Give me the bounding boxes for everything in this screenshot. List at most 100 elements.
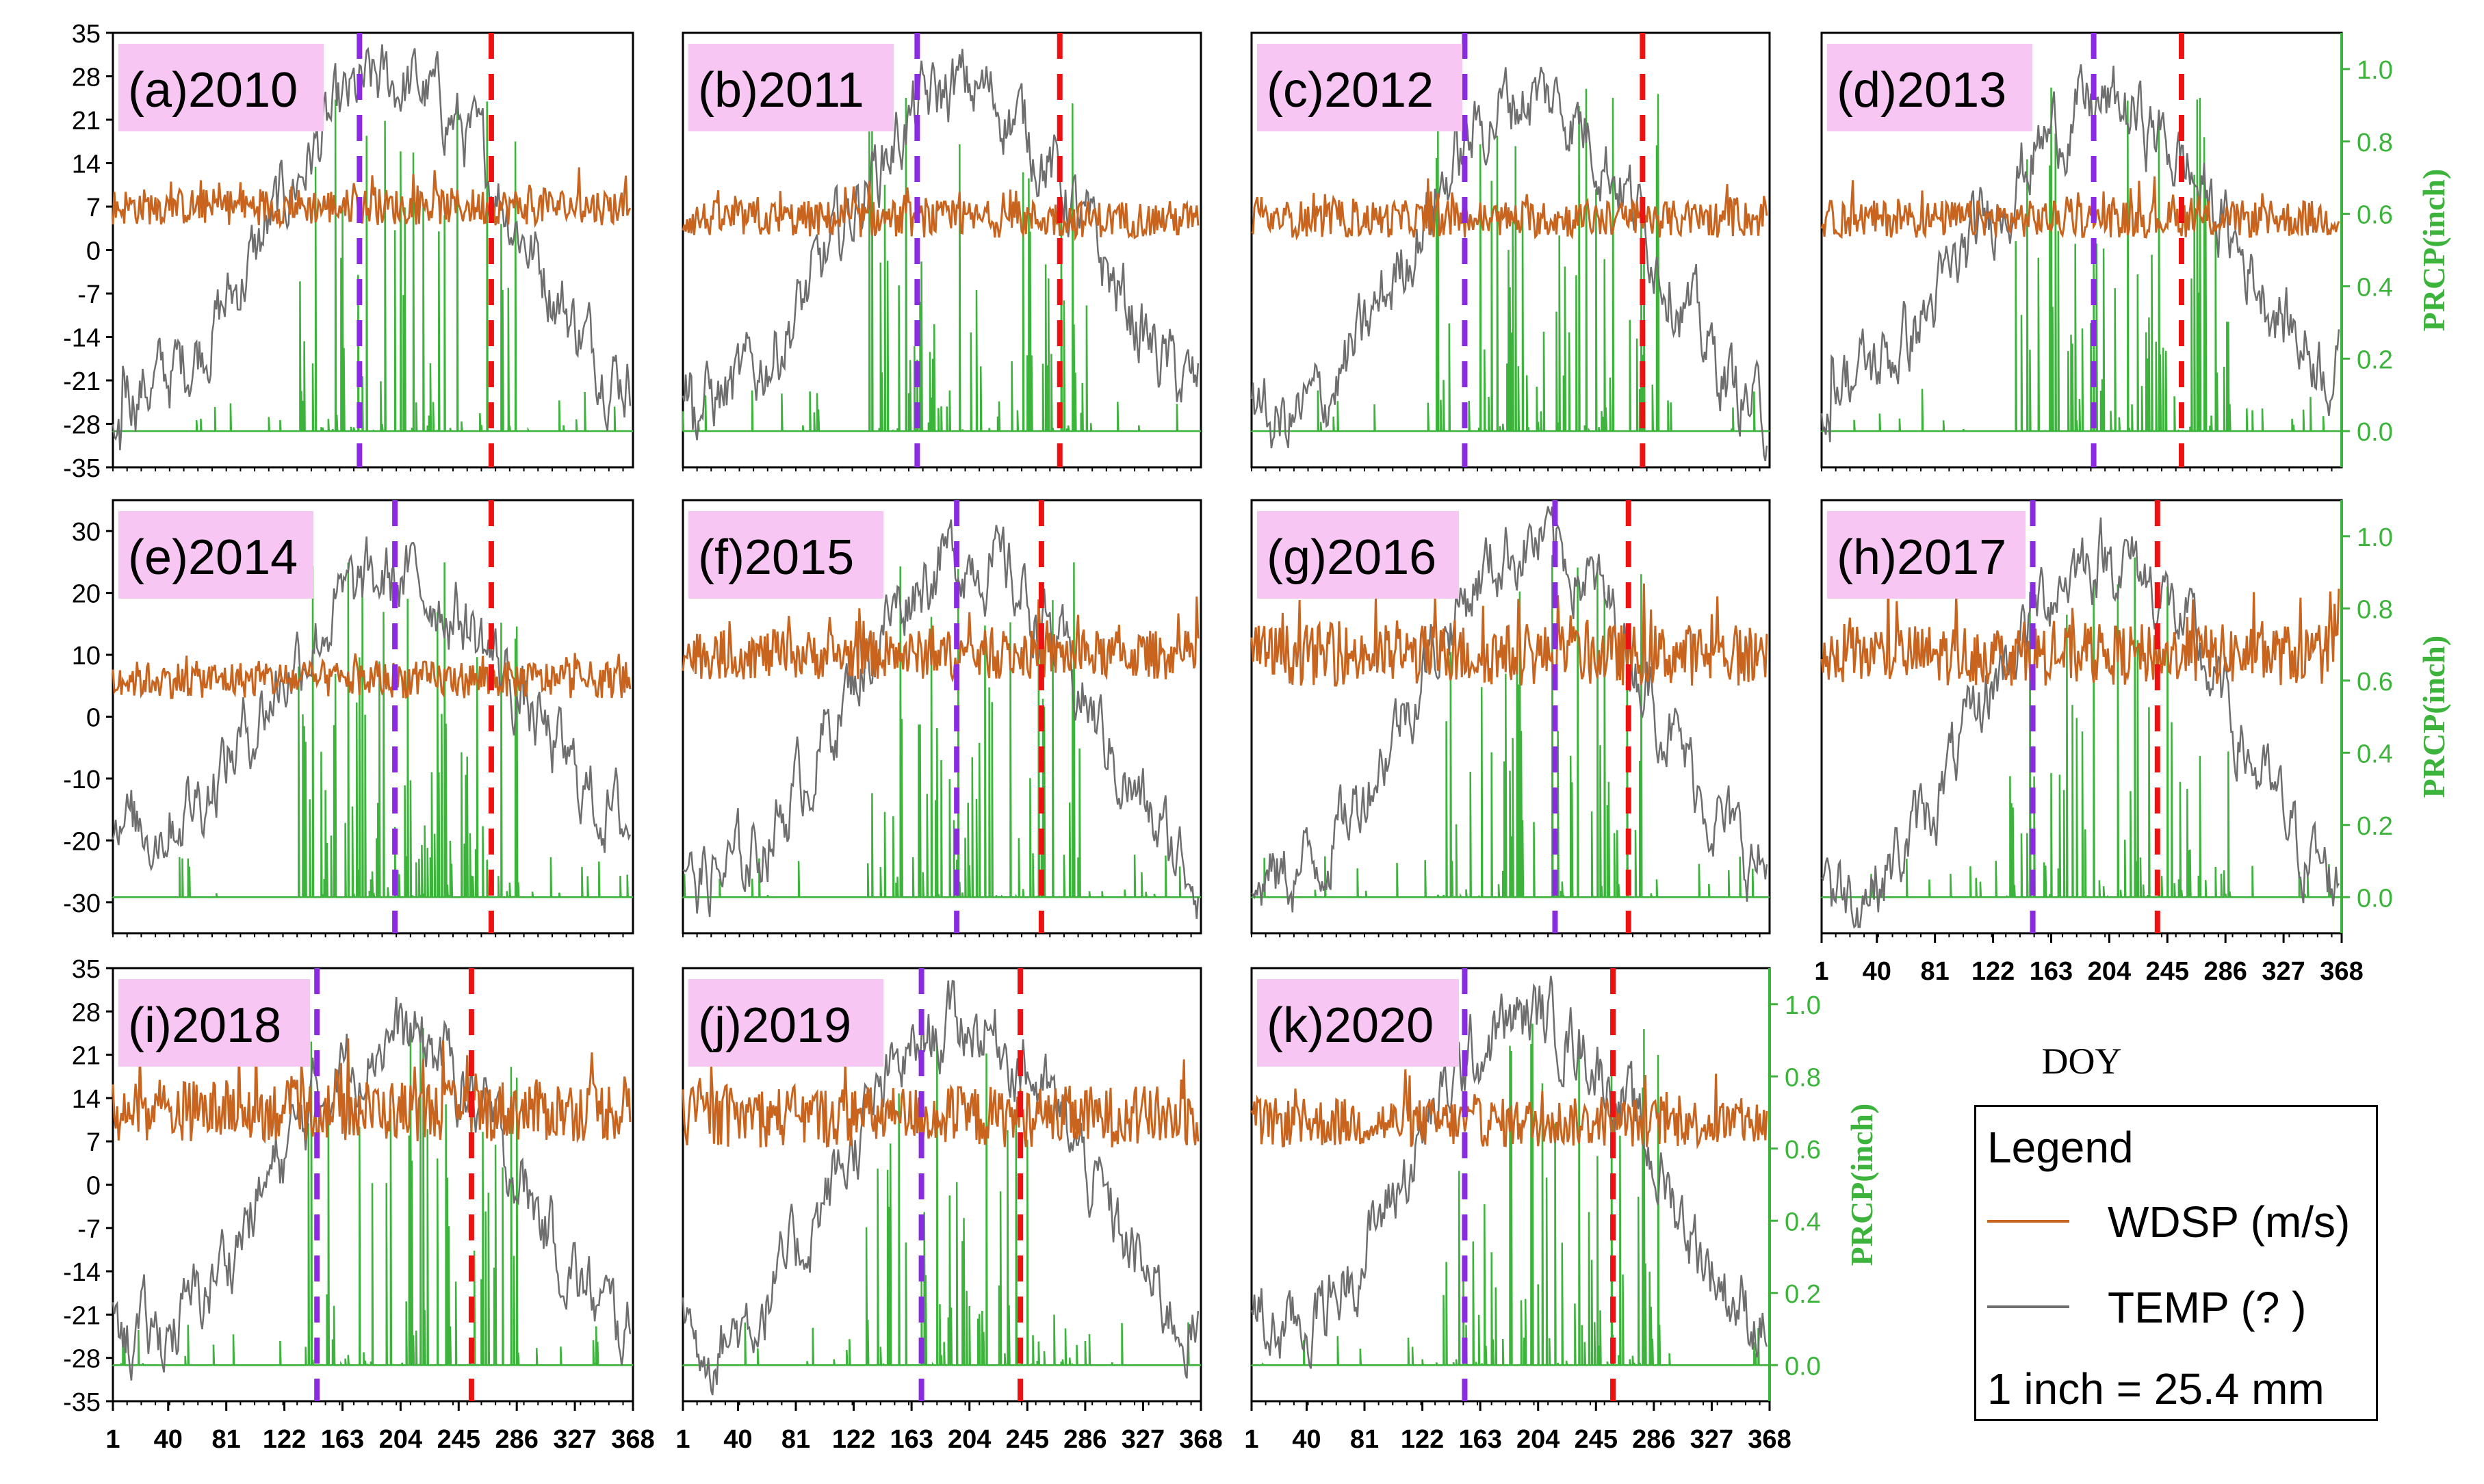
wdsp-series [1250, 583, 1768, 687]
y-tick-label: -28 [63, 1345, 101, 1374]
x-tick-label: 368 [611, 1425, 654, 1454]
y-tick-label: 20 [72, 580, 101, 609]
x-tick-label: 40 [723, 1425, 752, 1454]
x-tick-label: 286 [1063, 1425, 1107, 1454]
panel-g2016: (g)2016 [1250, 499, 1771, 937]
y-tick-label: -20 [63, 827, 101, 856]
prcp-tick-label: 1.0 [2357, 56, 2393, 85]
prcp-series [682, 1044, 1201, 1366]
wdsp-series [1251, 178, 1768, 241]
panel-d2013: (d)2013 0.0 0.2 0.4 0.6 0.8 1.0 PRCP(inch) [1820, 31, 2451, 471]
panel-b2011: (b)2011 [682, 31, 1202, 471]
x-tick-label: 163 [1458, 1425, 1501, 1454]
panel-e2014: 30 20 10 0 -10 -20 -30 (e)2014 [63, 499, 634, 937]
y-tick-label: 35 [72, 955, 101, 984]
prcp-tick-label: 0.4 [1785, 1208, 1821, 1236]
x-tick-label: 204 [1516, 1425, 1560, 1454]
wdsp-series [682, 1059, 1200, 1148]
panel-i2018: 35 28 21 14 7 0 -7 -14 -21 -28 -35 (i)2018 1 40 81 122 1… [63, 955, 655, 1454]
prcp-tick-label: 0.2 [2357, 812, 2393, 841]
prcp-tick-label: 0.0 [1785, 1352, 1821, 1381]
panel-a2010: 35 28 21 14 7 0 -7 -14 -21 -28 -35 (a)2010 [63, 20, 634, 483]
prcp-series [1250, 88, 1770, 432]
legend-item-wdsp: WDSP (m/s) [1976, 1193, 2376, 1247]
legend-label-temp: TEMP (? ) [2108, 1283, 2307, 1332]
prcp-tick-label: 0.2 [1785, 1280, 1821, 1309]
panel-label: (e)2014 [128, 530, 298, 585]
x-tick-label: 245 [2146, 957, 2189, 986]
prcp-tick-label: 0.0 [2357, 418, 2393, 447]
prcp-tick-label: 0.4 [2357, 273, 2393, 302]
y-tick-label: -21 [63, 367, 101, 396]
x-axis-title: DOY [2042, 1041, 2122, 1082]
x-tick-label: 1 [105, 1425, 120, 1454]
x-tick-label: 204 [379, 1425, 422, 1454]
panel-f2015: (f)2015 [682, 499, 1202, 937]
wdsp-series [1820, 580, 2340, 686]
temp-series [112, 997, 632, 1381]
x-tick-label: 81 [1921, 957, 1950, 986]
y-tick-label: -7 [77, 281, 101, 309]
panel-label: (d)2013 [1837, 63, 2006, 118]
wdsp-series [112, 167, 632, 229]
prcp-series [1250, 555, 1770, 898]
x-tick-label: 368 [1748, 1425, 1791, 1454]
x-tick-label: 163 [890, 1425, 933, 1454]
y-tick-label: 7 [86, 1128, 101, 1157]
panel-k2020: (k)2020 0.0 0.2 0.4 0.6 0.8 1.0 PRCP(inch) 1 40 81… [1244, 967, 1879, 1454]
panel-label: (g)2016 [1267, 530, 1436, 585]
y-tick-label: -30 [63, 889, 101, 918]
legend-swatch-temp [1987, 1305, 2069, 1308]
panel-label-bg [688, 44, 894, 131]
temp-series [682, 980, 1200, 1396]
x-tick-label: 286 [1632, 1425, 1675, 1454]
x-tick-label: 245 [437, 1425, 480, 1454]
y-tick-label: 10 [72, 642, 101, 671]
y-tick-label: -14 [63, 324, 101, 353]
temp-series [1821, 517, 2340, 929]
wdsp-series [112, 1038, 632, 1144]
wdsp-series [1250, 1069, 1768, 1150]
y-tick-label: 0 [86, 237, 101, 266]
y-tick-label: -10 [63, 766, 101, 794]
y-tick-label: -7 [77, 1215, 101, 1244]
x-tick-label: 327 [553, 1425, 596, 1454]
temp-series [1250, 66, 1768, 462]
prcp-series [112, 562, 633, 898]
prcp-tick-label: 0.4 [2357, 740, 2393, 768]
panel-label-bg [688, 511, 883, 599]
panel-label-bg [1257, 511, 1459, 599]
legend-title: Legend [1987, 1123, 2134, 1172]
x-tick-label: 368 [1179, 1425, 1222, 1454]
panel-label: (b)2011 [698, 63, 864, 118]
legend-swatch-wdsp [1987, 1220, 2069, 1223]
prcp-tick-label: 0.6 [2357, 201, 2393, 230]
x-tick-label: 368 [2320, 957, 2363, 986]
prcp-series [1820, 87, 2342, 432]
x-tick-label: 40 [1292, 1425, 1321, 1454]
x-tick-label: 327 [2262, 957, 2305, 986]
x-tick-label: 40 [1863, 957, 1891, 986]
x-tick-label: 327 [1690, 1425, 1733, 1454]
x-tick-label: 122 [832, 1425, 875, 1454]
x-tick-label: 163 [321, 1425, 364, 1454]
x-tick-label: 122 [1971, 957, 2015, 986]
prcp-series [682, 562, 1201, 898]
prcp-axis-title: PRCP(inch) [2416, 636, 2451, 798]
temp-series [112, 44, 632, 451]
legend-box: Legend WDSP (m/s) TEMP (? ) 1 inch = 25.… [1974, 1105, 2378, 1421]
wdsp-series [682, 596, 1200, 683]
y-tick-label: 14 [72, 151, 101, 179]
panel-label-bg [1827, 511, 2026, 599]
prcp-tick-label: 0.2 [2357, 346, 2393, 374]
y-tick-label: 28 [72, 64, 101, 92]
y-tick-label: 14 [72, 1085, 101, 1114]
panel-label-bg [118, 511, 313, 599]
legend-label-wdsp: WDSP (m/s) [2108, 1197, 2351, 1247]
prcp-series [112, 1028, 633, 1366]
prcp-axis-title: PRCP(inch) [2416, 169, 2451, 332]
wdsp-series [1820, 176, 2340, 239]
x-tick-label: 81 [212, 1425, 241, 1454]
x-tick-label: 40 [154, 1425, 183, 1454]
